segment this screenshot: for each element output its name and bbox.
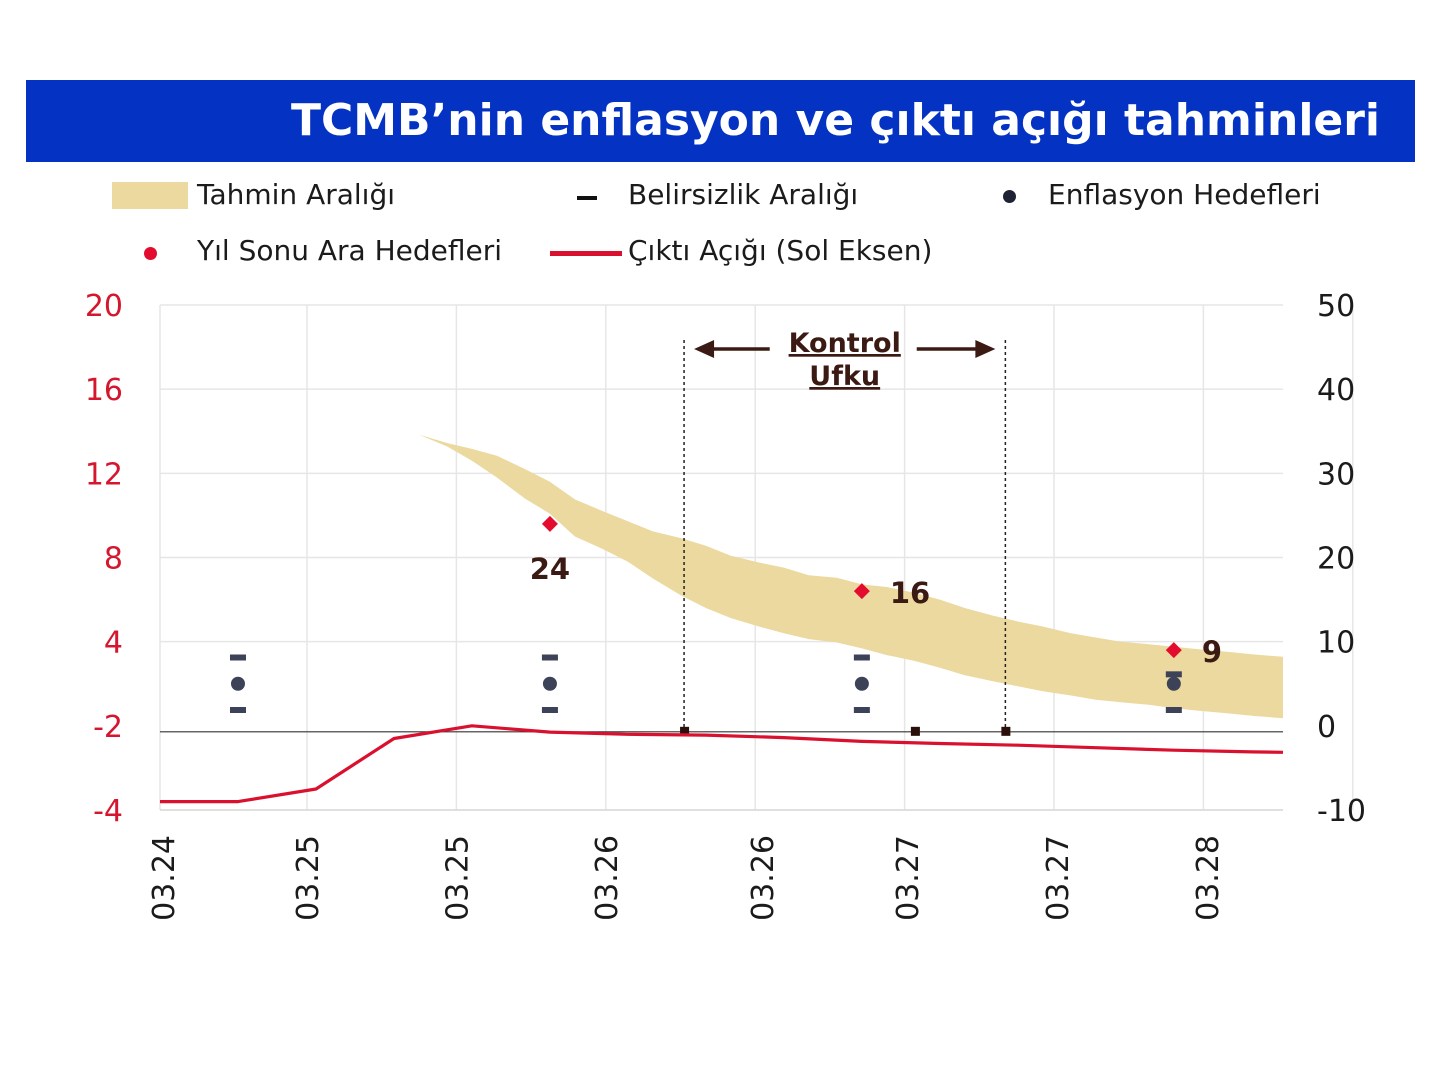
x-axis-tick-label: 03.25 bbox=[291, 835, 326, 921]
control-horizon-label-2: Ufku bbox=[809, 361, 880, 392]
forecast-band bbox=[160, 309, 1283, 719]
uncertainty-upper-mark bbox=[541, 654, 558, 661]
right-axis-tick-label: 20 bbox=[1317, 542, 1355, 577]
left-axis-tick-label: 12 bbox=[85, 457, 123, 492]
legend-swatch-band bbox=[112, 182, 188, 209]
legend-targets-label: Enflasyon Hedefleri bbox=[1048, 178, 1321, 211]
uncertainty-lower-mark bbox=[541, 707, 558, 713]
inflation-target-dot bbox=[854, 676, 869, 691]
title-bar: TCMB’nin enflasyon ve çıktı açığı tahmin… bbox=[26, 80, 1415, 162]
interim-target-marker bbox=[541, 515, 558, 532]
right-axis-tick-label: 40 bbox=[1317, 373, 1355, 408]
baseline-marker bbox=[1001, 726, 1011, 736]
right-axis-tick-label: 50 bbox=[1317, 289, 1355, 324]
legend-swatch-output-gap bbox=[550, 251, 622, 256]
legend-interim-label: Yıl Sonu Ara Hedefleri bbox=[197, 234, 503, 267]
x-axis-tick-label: 03.25 bbox=[440, 835, 475, 921]
right-axis-tick-label: 10 bbox=[1317, 626, 1355, 661]
uncertainty-upper-mark bbox=[853, 654, 870, 661]
legend-swatch-target bbox=[1003, 190, 1016, 203]
control-horizon-arrow-right-head bbox=[975, 340, 996, 358]
x-axis-tick-label: 03.27 bbox=[891, 835, 926, 921]
legend-swatch-interim bbox=[144, 247, 157, 260]
interim-target-label: 24 bbox=[530, 552, 570, 586]
inflation-target-dot bbox=[1166, 676, 1181, 691]
left-axis-tick-label: -4 bbox=[93, 794, 123, 829]
x-axis-tick-label: 03.28 bbox=[1191, 835, 1226, 921]
right-axis-tick-label: 0 bbox=[1317, 710, 1336, 745]
left-axis-tick-label: 8 bbox=[104, 542, 123, 577]
inflation-target-dot bbox=[230, 676, 245, 691]
inflation-target-dot bbox=[542, 676, 557, 691]
baseline-marker bbox=[910, 726, 920, 736]
right-axis-tick-label: -10 bbox=[1317, 794, 1366, 829]
uncertainty-lower-mark bbox=[229, 707, 246, 713]
uncertainty-lower-mark bbox=[853, 707, 870, 713]
control-horizon-label-1: Kontrol bbox=[789, 328, 901, 359]
uncertainty-upper-mark bbox=[229, 654, 246, 661]
interim-target-label: 9 bbox=[1202, 635, 1222, 669]
x-axis-tick-label: 03.24 bbox=[147, 835, 182, 921]
uncertainty-lower-mark bbox=[1165, 707, 1182, 713]
right-axis-tick-label: 30 bbox=[1317, 457, 1355, 492]
interim-target-label: 16 bbox=[890, 576, 930, 610]
left-axis-tick-label: -2 bbox=[93, 710, 123, 745]
interim-target-marker bbox=[1165, 642, 1182, 659]
x-axis-tick-label: 03.26 bbox=[746, 835, 781, 921]
legend-band-label: Tahmin Aralığı bbox=[197, 178, 396, 211]
uncertainty-upper-mark bbox=[1165, 671, 1182, 678]
x-axis-tick-label: 03.27 bbox=[1041, 835, 1076, 921]
legend-uncertainty-label: Belirsizlik Aralığı bbox=[628, 178, 859, 211]
x-axis-tick-label: 03.26 bbox=[590, 835, 625, 921]
legend-output-gap-label: Çıktı Açığı (Sol Eksen) bbox=[628, 234, 933, 267]
left-axis-tick-label: 16 bbox=[85, 373, 123, 408]
control-horizon-arrow-left-head bbox=[694, 340, 715, 358]
legend-swatch-uncertainty bbox=[577, 196, 597, 200]
left-axis-tick-label: 20 bbox=[85, 289, 123, 324]
interim-target-marker bbox=[853, 583, 870, 600]
output-gap-line bbox=[160, 724, 1284, 804]
baseline-marker bbox=[680, 726, 690, 736]
chart-title: TCMB’nin enflasyon ve çıktı açığı tahmin… bbox=[290, 95, 1381, 146]
left-axis-tick-label: 4 bbox=[104, 626, 123, 661]
